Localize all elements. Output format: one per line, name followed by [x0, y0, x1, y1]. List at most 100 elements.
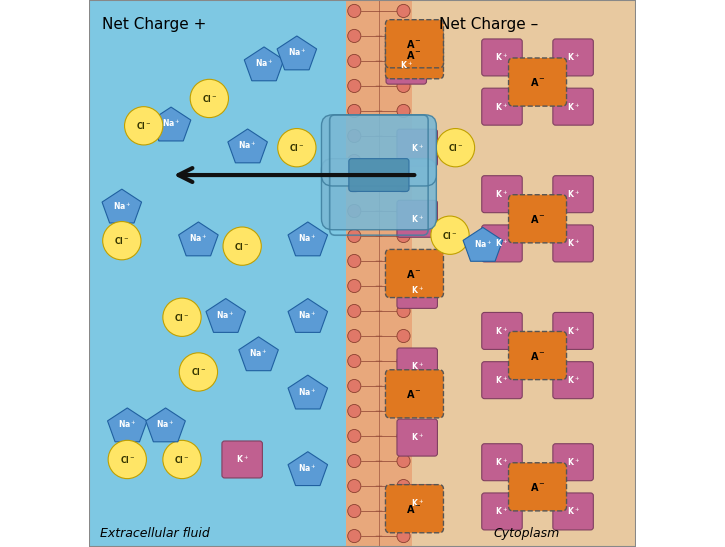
Circle shape — [348, 205, 361, 218]
FancyBboxPatch shape — [397, 419, 437, 456]
FancyBboxPatch shape — [397, 271, 437, 309]
Circle shape — [190, 79, 228, 118]
FancyBboxPatch shape — [222, 441, 262, 478]
FancyBboxPatch shape — [508, 195, 566, 243]
Text: Na$^+$: Na$^+$ — [217, 309, 235, 321]
Text: K$^+$: K$^+$ — [567, 374, 579, 386]
FancyBboxPatch shape — [553, 493, 593, 530]
Circle shape — [397, 154, 410, 167]
Circle shape — [348, 305, 361, 318]
Circle shape — [397, 480, 410, 493]
Circle shape — [397, 229, 410, 242]
Text: K$^+$: K$^+$ — [495, 456, 508, 468]
FancyBboxPatch shape — [397, 200, 437, 237]
Text: Cl$^-$: Cl$^-$ — [114, 235, 130, 246]
Circle shape — [397, 54, 410, 67]
Text: Na$^+$: Na$^+$ — [189, 232, 207, 245]
FancyBboxPatch shape — [553, 176, 593, 213]
Circle shape — [348, 380, 361, 393]
FancyBboxPatch shape — [481, 39, 522, 76]
Text: Na$^+$: Na$^+$ — [112, 200, 131, 212]
Polygon shape — [288, 375, 328, 409]
Circle shape — [397, 130, 410, 143]
Text: Na$^+$: Na$^+$ — [299, 309, 317, 321]
Polygon shape — [288, 452, 328, 486]
FancyBboxPatch shape — [553, 88, 593, 125]
FancyBboxPatch shape — [321, 159, 436, 230]
Text: Cytoplasm: Cytoplasm — [494, 527, 560, 540]
FancyBboxPatch shape — [481, 176, 522, 213]
FancyBboxPatch shape — [386, 31, 444, 79]
Text: Na$^+$: Na$^+$ — [299, 462, 317, 474]
Circle shape — [348, 280, 361, 293]
Text: Na$^+$: Na$^+$ — [254, 57, 273, 69]
FancyBboxPatch shape — [386, 47, 426, 84]
Text: Na$^+$: Na$^+$ — [288, 46, 306, 59]
Text: K$^+$: K$^+$ — [495, 505, 508, 517]
Polygon shape — [288, 222, 328, 256]
FancyBboxPatch shape — [481, 493, 522, 530]
Circle shape — [348, 455, 361, 468]
Text: Cl$^-$: Cl$^-$ — [202, 93, 217, 104]
Circle shape — [397, 30, 410, 43]
Text: K$^+$: K$^+$ — [495, 374, 508, 386]
Text: Net Charge –: Net Charge – — [439, 17, 538, 32]
Text: Cl$^-$: Cl$^-$ — [174, 454, 190, 465]
Text: Na$^+$: Na$^+$ — [118, 418, 136, 430]
Text: K$^+$: K$^+$ — [399, 60, 413, 72]
Polygon shape — [239, 337, 278, 371]
FancyBboxPatch shape — [481, 444, 522, 481]
Text: K$^+$: K$^+$ — [410, 360, 423, 373]
Circle shape — [348, 404, 361, 417]
Text: K$^+$: K$^+$ — [567, 101, 579, 113]
Polygon shape — [277, 36, 317, 70]
Polygon shape — [107, 408, 147, 442]
Text: K$^+$: K$^+$ — [567, 505, 579, 517]
Polygon shape — [102, 189, 141, 223]
Text: Extracellular fluid: Extracellular fluid — [100, 527, 210, 540]
Circle shape — [348, 179, 361, 193]
Circle shape — [397, 529, 410, 543]
FancyBboxPatch shape — [508, 58, 566, 106]
Circle shape — [397, 79, 410, 92]
Circle shape — [431, 216, 469, 254]
Text: K$^+$: K$^+$ — [236, 453, 249, 465]
Circle shape — [397, 329, 410, 342]
FancyBboxPatch shape — [386, 20, 444, 68]
Text: A$^-$: A$^-$ — [407, 267, 423, 280]
Circle shape — [397, 4, 410, 18]
Text: A$^-$: A$^-$ — [529, 213, 545, 225]
Circle shape — [397, 179, 410, 193]
Text: K$^+$: K$^+$ — [567, 456, 579, 468]
Circle shape — [397, 504, 410, 517]
Text: A$^-$: A$^-$ — [407, 503, 423, 515]
Text: Net Charge +: Net Charge + — [102, 17, 207, 32]
Text: K$^+$: K$^+$ — [410, 284, 423, 296]
Circle shape — [348, 504, 361, 517]
Circle shape — [348, 254, 361, 267]
Text: Cl$^-$: Cl$^-$ — [234, 241, 250, 252]
FancyBboxPatch shape — [553, 225, 593, 262]
Polygon shape — [244, 47, 283, 81]
Circle shape — [397, 254, 410, 267]
FancyBboxPatch shape — [379, 0, 636, 547]
Text: K$^+$: K$^+$ — [567, 188, 579, 200]
Circle shape — [348, 354, 361, 368]
Circle shape — [348, 529, 361, 543]
Text: Cl$^-$: Cl$^-$ — [120, 454, 135, 465]
Circle shape — [348, 480, 361, 493]
Text: A$^-$: A$^-$ — [529, 481, 545, 493]
Polygon shape — [178, 222, 218, 256]
FancyBboxPatch shape — [553, 444, 593, 481]
FancyBboxPatch shape — [397, 348, 437, 385]
Text: K$^+$: K$^+$ — [410, 142, 423, 154]
Circle shape — [348, 104, 361, 118]
Text: A$^-$: A$^-$ — [407, 49, 423, 61]
FancyBboxPatch shape — [386, 249, 444, 298]
FancyBboxPatch shape — [386, 370, 444, 418]
Circle shape — [397, 404, 410, 417]
Circle shape — [436, 129, 475, 167]
Text: K$^+$: K$^+$ — [567, 51, 579, 63]
Circle shape — [397, 205, 410, 218]
FancyBboxPatch shape — [481, 225, 522, 262]
